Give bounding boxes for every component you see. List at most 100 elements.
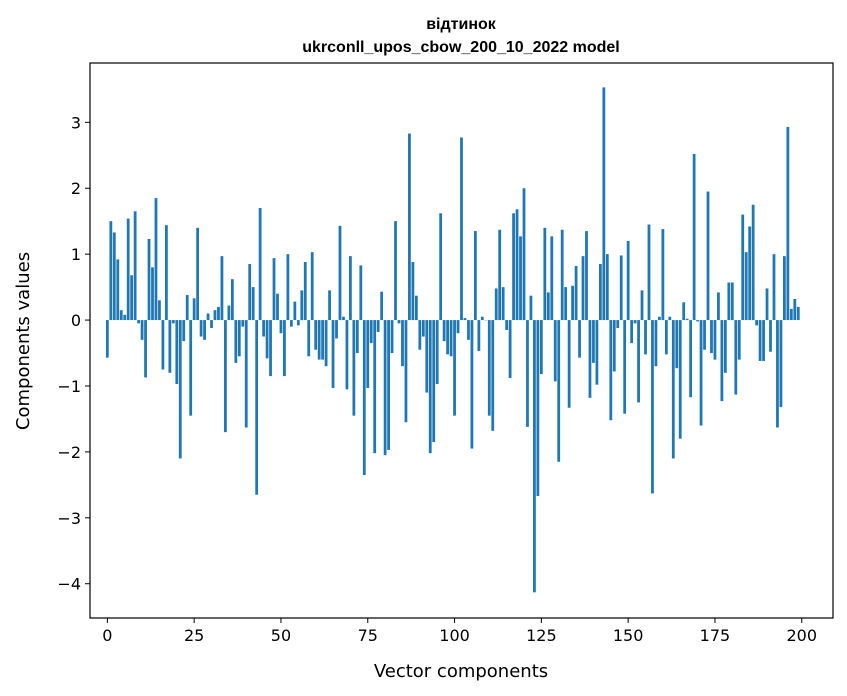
bar [293, 301, 297, 321]
bar [748, 226, 752, 321]
bar [248, 264, 252, 321]
y-tick-label: 0 [71, 311, 81, 330]
bar [678, 320, 682, 439]
bar [189, 320, 193, 416]
bar [796, 306, 800, 321]
bar [227, 305, 231, 321]
bar [244, 320, 248, 428]
bar [428, 320, 432, 454]
bar [154, 198, 158, 321]
bar [498, 229, 502, 321]
x-tick-label: 175 [700, 626, 731, 645]
bar [630, 320, 634, 344]
bar [574, 266, 578, 321]
bar [598, 264, 602, 321]
bar [151, 267, 154, 321]
bar [314, 320, 318, 350]
bar [401, 320, 404, 367]
bar [720, 320, 724, 402]
bar [408, 133, 411, 321]
bar [661, 229, 665, 321]
bar [713, 320, 717, 360]
bar [158, 300, 161, 321]
bar [522, 188, 526, 321]
bar [578, 320, 581, 358]
bar [543, 227, 547, 321]
bar [255, 320, 259, 495]
bar [567, 320, 571, 408]
bar [765, 288, 769, 321]
bar [769, 320, 772, 352]
bar [175, 320, 179, 385]
y-tick-label: 2 [71, 179, 81, 198]
bar [533, 320, 536, 593]
y-tick-label: −1 [57, 377, 81, 396]
bar [612, 320, 616, 372]
bar [637, 320, 640, 403]
bar [605, 254, 609, 321]
bar [133, 211, 137, 321]
bar [251, 287, 255, 321]
bar [230, 279, 234, 321]
bar [345, 320, 349, 390]
x-tick-label: 200 [786, 626, 817, 645]
bar [456, 320, 460, 334]
bar [658, 316, 661, 321]
bar [185, 295, 189, 321]
bar [338, 225, 342, 321]
bar [359, 265, 363, 321]
bar [789, 308, 793, 321]
bar [421, 320, 425, 337]
bar [647, 224, 651, 321]
bar [234, 320, 238, 363]
bar [404, 320, 408, 423]
bar [220, 256, 224, 321]
bar [560, 229, 564, 321]
bar [321, 320, 325, 360]
bar [474, 231, 477, 321]
bar [515, 209, 519, 321]
bar [199, 320, 203, 337]
bar [109, 221, 113, 321]
bar [116, 259, 120, 321]
bar [734, 320, 738, 395]
bar [730, 282, 734, 321]
bar [331, 320, 335, 388]
bar [130, 275, 134, 321]
bar [696, 320, 699, 322]
bar [192, 298, 196, 321]
bar [699, 320, 703, 426]
bar [335, 320, 338, 339]
bar [741, 214, 745, 321]
bar [480, 316, 484, 321]
bar [397, 320, 401, 324]
bar [328, 290, 331, 321]
x-tick-label: 75 [358, 626, 378, 645]
bar [362, 320, 366, 475]
bar [119, 310, 123, 321]
bar [546, 292, 550, 321]
bar [664, 320, 668, 355]
bar [411, 262, 415, 321]
bar [217, 306, 220, 321]
bar [550, 236, 554, 321]
bar [300, 290, 304, 321]
bar [477, 320, 481, 352]
bar [324, 320, 328, 367]
x-tick-label: 25 [184, 626, 204, 645]
bar [196, 227, 200, 321]
bar [487, 320, 491, 416]
x-tick-label: 100 [439, 626, 470, 645]
bar [144, 320, 147, 378]
bar [519, 236, 522, 321]
bar [262, 320, 265, 337]
bar [651, 320, 654, 494]
bar [387, 320, 390, 450]
bar [592, 320, 595, 363]
bar [526, 320, 529, 427]
bar [717, 292, 720, 321]
bar [706, 191, 710, 321]
bar [616, 320, 620, 328]
bar [224, 320, 227, 433]
bar [303, 262, 307, 321]
